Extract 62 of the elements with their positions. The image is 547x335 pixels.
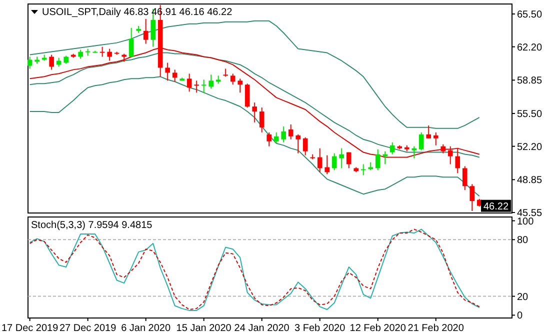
x-tick-label: 3 Feb 2020: [294, 323, 346, 334]
candlestick: [470, 184, 475, 212]
candlestick: [418, 132, 424, 151]
chart-title: Stoch(5,3,3) 7.9594 9.4815: [31, 220, 153, 231]
candlestick: [462, 166, 468, 191]
candlestick: [201, 79, 206, 94]
candlestick: [244, 83, 250, 108]
candlestick: [346, 152, 352, 169]
candlestick: [238, 78, 242, 94]
candlestick: [230, 73, 236, 86]
x-tick-label: 27 Dec 2019: [59, 323, 117, 334]
candlestick: [375, 148, 380, 171]
x-tick-label: 12 Feb 2020: [350, 323, 406, 334]
candlestick: [49, 54, 54, 70]
candlestick: [288, 124, 294, 140]
x-tick-label: 15 Jan 2020: [176, 323, 232, 334]
candlestick: [339, 148, 344, 169]
x-tick-label: 24 Jan 2020: [234, 323, 290, 334]
candlestick: [455, 148, 460, 174]
y-tick-label: 58.85: [517, 76, 542, 87]
candlestick: [360, 164, 366, 176]
candlestick: [194, 80, 199, 94]
candlestick: [412, 146, 417, 159]
candlestick: [208, 74, 214, 90]
x-tick-label: 21 Feb 2020: [408, 323, 464, 334]
candlestick: [186, 73, 192, 92]
y-tick-label: 55.50: [517, 108, 542, 120]
candlestick: [390, 142, 395, 155]
line-series: [29, 20, 480, 129]
y-tick-label: 20: [517, 292, 529, 303]
candlestick: [324, 154, 330, 175]
candlestick: [274, 132, 279, 144]
candlestick: [107, 48, 112, 62]
candlestick: [281, 126, 286, 143]
candlestick: [252, 102, 257, 123]
candlestick: [27, 56, 32, 70]
y-tick-label: 45.55: [517, 208, 542, 219]
candlestick: [165, 62, 170, 82]
candlestick: [172, 69, 178, 82]
candlestick: [382, 150, 388, 165]
y-tick-label: 62.20: [517, 42, 542, 54]
y-tick-label: 52.20: [517, 142, 542, 153]
annotation: 46.22: [483, 201, 509, 212]
candlestick: [302, 136, 308, 156]
candlestick: [100, 46, 105, 58]
candlestick: [448, 146, 453, 165]
y-tick-label: 48.85: [517, 175, 542, 186]
candlestick: [128, 27, 134, 58]
candlestick: [433, 132, 438, 146]
candlestick: [259, 107, 264, 133]
candlestick: [317, 148, 322, 173]
y-tick-label: 0: [517, 310, 523, 322]
candlestick: [296, 134, 300, 154]
x-tick-label: 6 Jan 2020: [121, 323, 172, 334]
y-tick-label: 65.50: [517, 9, 542, 20]
candlestick: [426, 124, 432, 139]
y-tick-label: 100: [517, 216, 534, 228]
candlestick: [332, 152, 337, 171]
y-tick-label: 80: [517, 235, 529, 246]
candlestick: [266, 132, 272, 147]
candlestick: [143, 18, 148, 44]
x-tick-label: 17 Dec 2019: [1, 323, 59, 334]
